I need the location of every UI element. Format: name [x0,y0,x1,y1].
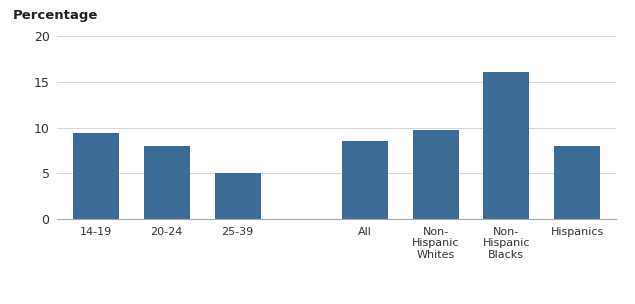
Bar [215,173,260,219]
Bar [554,146,600,219]
Bar [73,133,119,219]
Bar [342,141,388,219]
Text: Percentage: Percentage [13,9,98,22]
Bar [413,130,458,219]
Bar [483,72,530,219]
Bar [144,146,190,219]
